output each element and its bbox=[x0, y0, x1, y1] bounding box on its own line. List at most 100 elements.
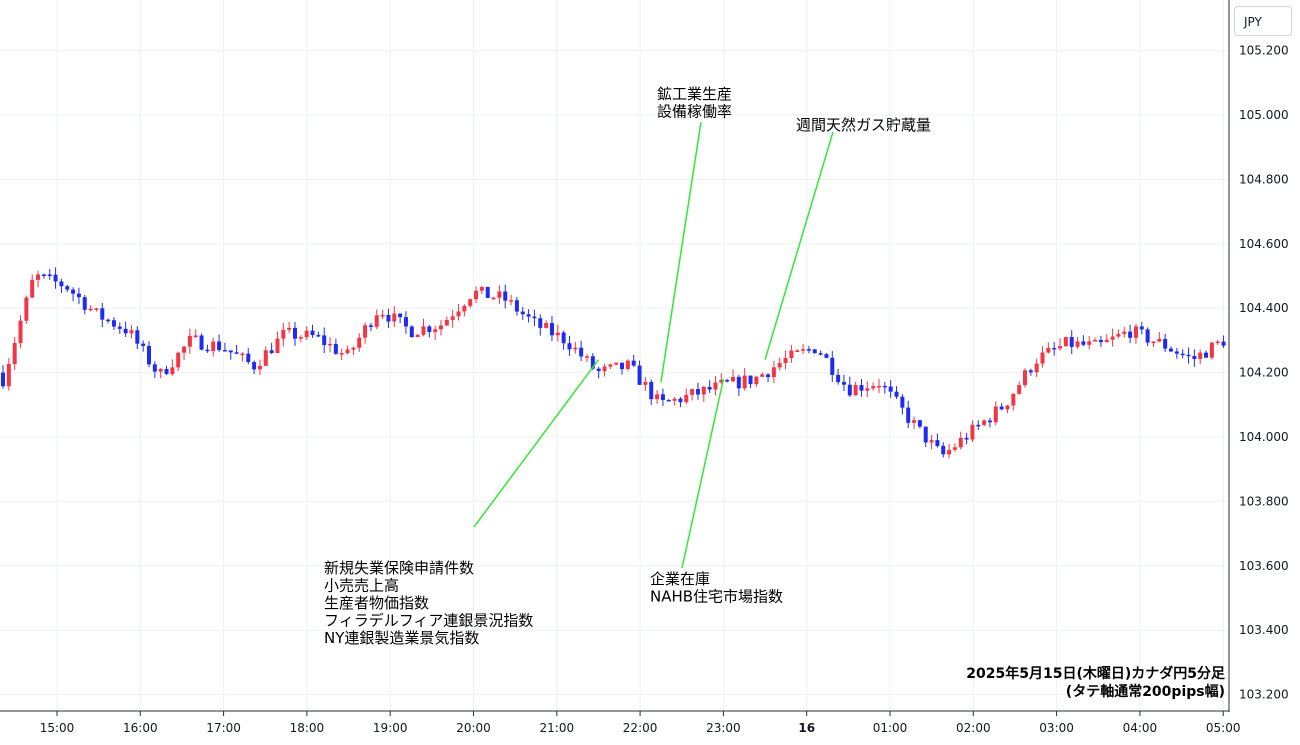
candle-body bbox=[1058, 346, 1063, 349]
candle-body bbox=[246, 353, 251, 363]
candle-body bbox=[187, 335, 192, 347]
candle-body bbox=[888, 386, 893, 392]
candle-body bbox=[567, 343, 572, 350]
candle-body bbox=[30, 279, 35, 298]
candle-body bbox=[573, 347, 578, 350]
candle-body bbox=[59, 281, 64, 287]
candle-body bbox=[538, 318, 543, 328]
candle-body bbox=[1174, 351, 1179, 354]
candle-body bbox=[1169, 348, 1173, 352]
candle-body bbox=[363, 325, 368, 338]
candle-body bbox=[18, 320, 23, 344]
candle-body bbox=[357, 337, 362, 348]
candle-body bbox=[1005, 405, 1010, 410]
candle-body bbox=[374, 315, 379, 327]
candle-body bbox=[444, 319, 449, 326]
candle-body bbox=[655, 394, 660, 400]
ann-claims-text: 生産者物価指数 bbox=[324, 594, 429, 612]
candle-body bbox=[398, 313, 403, 318]
candle-body bbox=[771, 367, 776, 378]
candle-body bbox=[1198, 352, 1203, 359]
candle-body bbox=[795, 350, 800, 352]
candle-body bbox=[882, 385, 887, 388]
grid-lines bbox=[0, 0, 1229, 711]
candle-body bbox=[987, 420, 992, 423]
candle-body bbox=[859, 385, 864, 391]
candle-body bbox=[392, 313, 397, 322]
candle-body bbox=[614, 362, 619, 365]
candle-body bbox=[386, 314, 391, 322]
candle-body bbox=[847, 384, 852, 396]
candle-body bbox=[742, 375, 747, 389]
candle-body bbox=[263, 350, 268, 366]
candle-body bbox=[1110, 336, 1115, 340]
candle-body bbox=[147, 345, 151, 365]
candle-body bbox=[310, 330, 315, 336]
candle-body bbox=[351, 347, 356, 350]
price-tick-label: 104.800 bbox=[1239, 172, 1289, 186]
candle-body bbox=[287, 327, 292, 330]
candle-body bbox=[906, 407, 911, 423]
chart-caption-line1: 2025年5月15日(木曜日)カナダ円5分足 bbox=[966, 665, 1226, 682]
time-tick-label: 21:00 bbox=[540, 721, 575, 735]
ann-claims-text: NY連銀製造業景気指数 bbox=[324, 629, 479, 647]
candle-body bbox=[783, 358, 788, 364]
candle-body bbox=[491, 297, 496, 300]
candle-body bbox=[205, 349, 210, 352]
candle-body bbox=[777, 363, 782, 368]
candle-body bbox=[725, 380, 730, 382]
price-tick-label: 105.200 bbox=[1239, 44, 1289, 58]
candle-body bbox=[439, 325, 443, 330]
candle-body bbox=[485, 286, 490, 298]
candle-body bbox=[71, 289, 76, 294]
candle-body bbox=[976, 424, 981, 427]
time-tick-label: 20:00 bbox=[456, 721, 491, 735]
candle-body bbox=[450, 316, 455, 320]
candle-body bbox=[65, 286, 70, 290]
candles bbox=[1, 267, 1226, 459]
candle-body bbox=[6, 364, 11, 387]
candle-body bbox=[1186, 354, 1191, 357]
candle-body bbox=[158, 368, 163, 372]
candle-body bbox=[637, 365, 642, 385]
candle-body bbox=[456, 311, 461, 317]
price-tick-label: 103.800 bbox=[1239, 494, 1289, 508]
candle-body bbox=[1034, 363, 1039, 373]
candle-body bbox=[941, 445, 946, 455]
candle-body bbox=[766, 374, 771, 378]
candle-body bbox=[1192, 356, 1197, 359]
candle-body bbox=[427, 326, 432, 333]
candle-body bbox=[1, 372, 5, 387]
candle-body bbox=[94, 308, 99, 310]
candle-body bbox=[1133, 326, 1138, 338]
candle-body bbox=[684, 394, 689, 403]
candle-body bbox=[841, 382, 846, 385]
candle-body bbox=[900, 396, 905, 408]
price-tick-label: 103.400 bbox=[1239, 623, 1289, 637]
candle-body bbox=[88, 308, 93, 311]
candle-body bbox=[403, 317, 408, 327]
candle-body bbox=[912, 420, 917, 423]
candle-body bbox=[298, 337, 303, 339]
candle-body bbox=[853, 385, 858, 396]
candle-body bbox=[555, 332, 560, 336]
candle-body bbox=[1011, 393, 1016, 406]
candle-body bbox=[462, 305, 467, 312]
ann-industrial-line bbox=[660, 121, 702, 383]
price-tick-label: 103.600 bbox=[1239, 559, 1289, 573]
annotation-texts: 新規失業保険申請件数小売売上高生産者物価指数フィラデルフィア連銀景況指数NY連銀… bbox=[324, 85, 931, 647]
currency-label[interactable]: JPY bbox=[1234, 6, 1292, 36]
candle-body bbox=[240, 353, 245, 356]
candle-body bbox=[503, 291, 508, 301]
candle-body bbox=[620, 362, 625, 370]
candle-body bbox=[894, 391, 899, 397]
candle-body bbox=[754, 376, 759, 385]
candle-body bbox=[252, 362, 257, 370]
candle-body bbox=[1063, 337, 1068, 347]
time-axis: 15:00 16:00 17:00 18:00 19:00 20:00 21:00 22:00… bbox=[40, 711, 1240, 735]
candle-body bbox=[544, 323, 549, 328]
candle-body bbox=[368, 325, 373, 327]
candle-body bbox=[1017, 385, 1022, 394]
time-tick-label: 18:00 bbox=[290, 721, 325, 735]
time-tick-label: 15:00 bbox=[40, 721, 75, 735]
